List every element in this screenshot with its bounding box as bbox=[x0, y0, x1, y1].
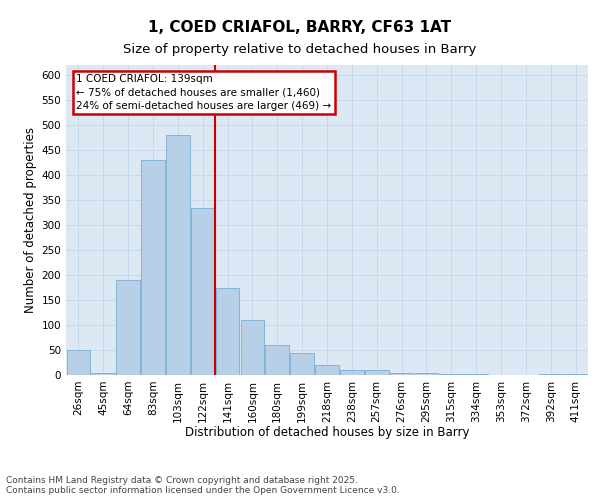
Bar bbox=[315, 365, 339, 375]
X-axis label: Distribution of detached houses by size in Barry: Distribution of detached houses by size … bbox=[185, 426, 469, 439]
Bar bbox=[489, 374, 513, 375]
Bar bbox=[564, 374, 587, 375]
Bar bbox=[216, 288, 239, 375]
Bar bbox=[166, 135, 190, 375]
Bar bbox=[340, 370, 364, 375]
Bar bbox=[116, 280, 140, 375]
Bar bbox=[539, 374, 563, 375]
Bar bbox=[91, 372, 115, 375]
Bar bbox=[141, 160, 165, 375]
Text: 1, COED CRIAFOL, BARRY, CF63 1AT: 1, COED CRIAFOL, BARRY, CF63 1AT bbox=[148, 20, 452, 35]
Text: Contains HM Land Registry data © Crown copyright and database right 2025.
Contai: Contains HM Land Registry data © Crown c… bbox=[6, 476, 400, 495]
Bar bbox=[415, 372, 438, 375]
Text: 1 COED CRIAFOL: 139sqm
← 75% of detached houses are smaller (1,460)
24% of semi-: 1 COED CRIAFOL: 139sqm ← 75% of detached… bbox=[76, 74, 332, 110]
Bar bbox=[265, 345, 289, 375]
Y-axis label: Number of detached properties: Number of detached properties bbox=[24, 127, 37, 313]
Bar bbox=[464, 374, 488, 375]
Bar bbox=[390, 372, 413, 375]
Bar bbox=[439, 374, 463, 375]
Bar bbox=[290, 352, 314, 375]
Text: Size of property relative to detached houses in Barry: Size of property relative to detached ho… bbox=[124, 42, 476, 56]
Bar bbox=[514, 374, 538, 375]
Bar bbox=[365, 370, 389, 375]
Bar bbox=[241, 320, 264, 375]
Bar bbox=[67, 350, 90, 375]
Bar bbox=[191, 208, 215, 375]
